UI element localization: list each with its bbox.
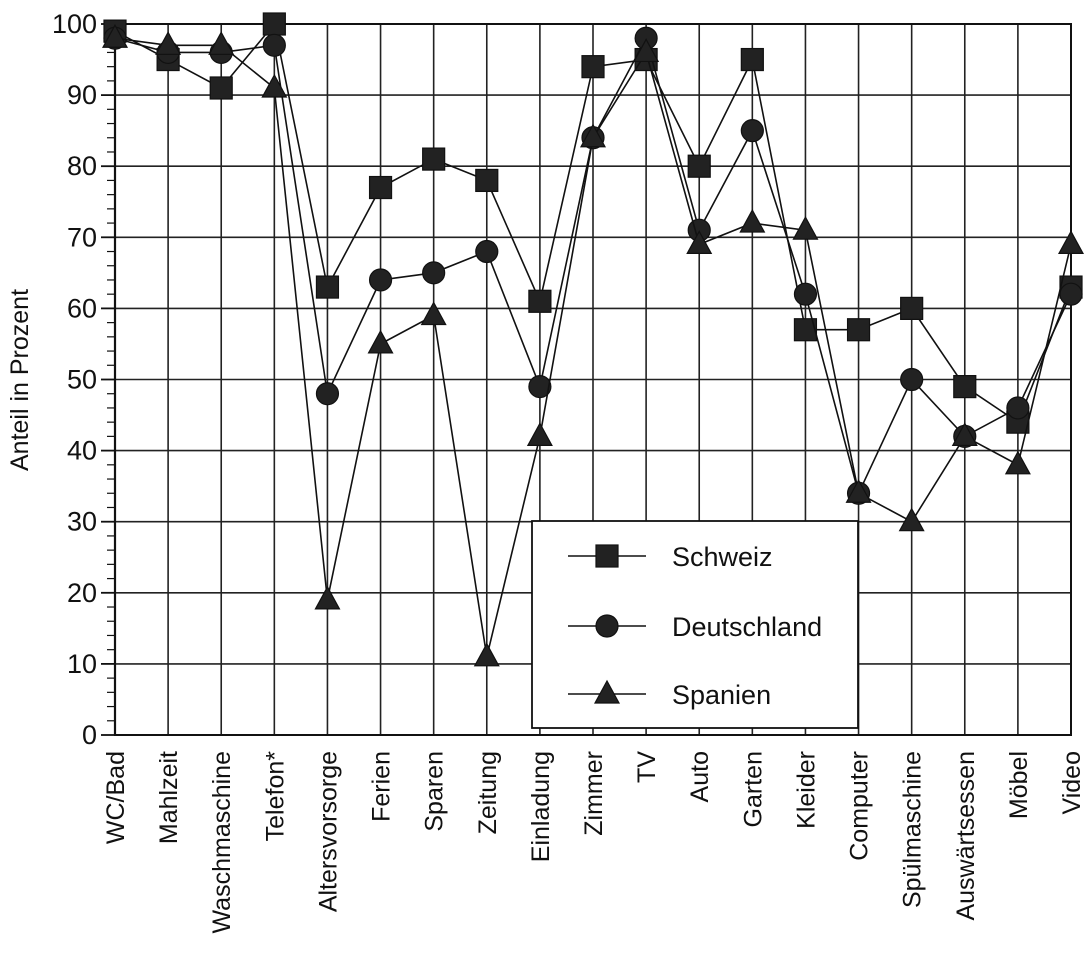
series <box>101 12 1085 667</box>
x-tick-label: Telefon* <box>261 751 289 842</box>
data-point-schweiz <box>368 175 393 200</box>
legend-label: Deutschland <box>672 612 822 642</box>
data-point-spanien <box>473 642 500 667</box>
y-tick-label: 20 <box>67 578 97 608</box>
y-tick-label: 0 <box>82 720 97 750</box>
x-tick-label: Auto <box>686 751 714 802</box>
y-tick-label: 10 <box>67 649 97 679</box>
legend-marker-circle <box>595 614 619 638</box>
y-tick-label: 40 <box>67 436 97 466</box>
x-tick-label: Garten <box>739 751 767 827</box>
x-tick-label: Altersvorsorge <box>314 751 342 912</box>
data-point-deutschland <box>793 282 818 306</box>
data-point-deutschland <box>475 239 499 264</box>
y-tick-label: 100 <box>52 9 97 39</box>
data-point-spanien <box>101 23 129 48</box>
x-tick-label: Computer <box>846 751 874 861</box>
data-point-schweiz <box>581 55 605 79</box>
data-point-schweiz <box>262 12 286 36</box>
data-point-spanien <box>261 73 288 98</box>
x-tick-label: Mahlzeit <box>155 751 183 844</box>
series-spanien <box>101 23 1085 667</box>
x-tick-label: WC/Bad <box>102 751 130 844</box>
legend-label: Spanien <box>672 680 771 710</box>
minor-ticks <box>101 23 117 736</box>
data-point-spanien <box>420 301 447 326</box>
legend-marker-triangle <box>593 679 621 704</box>
y-tick-label: 80 <box>67 151 97 181</box>
x-tick-label: Zimmer <box>580 751 608 836</box>
x-tick-label: Ferien <box>368 751 396 822</box>
data-point-spanien <box>579 123 607 148</box>
data-point-deutschland <box>528 375 552 399</box>
legend: Schweiz Deutschland Spanien <box>531 520 859 729</box>
data-point-spanien <box>526 422 553 446</box>
data-point-spanien <box>898 507 925 532</box>
x-tick-label: Spülmaschine <box>899 751 927 908</box>
data-point-schweiz <box>846 318 871 342</box>
legend-label: Schweiz <box>672 542 773 572</box>
x-tick-label: TV <box>633 751 661 783</box>
data-point-deutschland <box>315 382 340 406</box>
data-point-schweiz <box>687 154 711 178</box>
data-point-spanien <box>633 38 660 63</box>
y-tick-label: 60 <box>67 293 97 323</box>
data-point-deutschland <box>262 33 286 57</box>
y-tick-label: 90 <box>67 80 97 110</box>
data-point-spanien <box>686 230 713 255</box>
data-point-spanien <box>845 479 872 503</box>
data-point-schweiz <box>740 47 764 72</box>
x-axis-ticks: WC/Bad Mahlzeit Waschmaschine Telefon* Alter… <box>102 751 1086 934</box>
data-point-deutschland <box>1006 396 1030 420</box>
x-tick-label: Einladung <box>527 751 555 862</box>
legend-marker-square <box>595 544 619 568</box>
data-point-spanien <box>792 215 819 240</box>
data-point-schweiz <box>953 375 977 399</box>
x-tick-label: Zeitung <box>474 751 502 834</box>
data-point-deutschland <box>900 367 924 392</box>
x-tick-label: Kleider <box>792 751 820 829</box>
data-point-spanien <box>155 31 182 55</box>
data-point-schweiz <box>209 76 233 100</box>
data-point-spanien <box>314 585 341 610</box>
data-point-schweiz <box>475 168 499 193</box>
x-tick-label: Sparen <box>421 751 449 832</box>
data-point-spanien <box>208 31 235 55</box>
data-point-deutschland <box>1059 282 1083 306</box>
x-tick-label: Waschmaschine <box>208 751 236 933</box>
y-tick-label: 30 <box>67 507 97 537</box>
legend-item-schweiz: Schweiz <box>568 542 773 572</box>
x-tick-label: Möbel <box>1005 751 1033 819</box>
legend-item-deutschland: Deutschland <box>568 612 822 642</box>
data-point-spanien <box>367 329 394 354</box>
x-tick-label: Video <box>1058 751 1086 815</box>
y-axis-ticks: 0 10 20 30 40 50 60 70 80 90 100 <box>52 9 97 750</box>
y-axis-label: Anteil in Prozent <box>6 289 34 471</box>
data-point-deutschland <box>368 268 393 292</box>
data-point-schweiz <box>528 289 552 313</box>
data-point-spanien <box>1057 230 1085 255</box>
data-point-spanien <box>1004 450 1031 475</box>
legend-item-spanien: Spanien <box>568 679 771 710</box>
y-tick-label: 50 <box>67 365 97 395</box>
data-point-schweiz <box>315 275 340 299</box>
data-point-deutschland <box>422 261 446 285</box>
data-point-schweiz <box>422 147 446 171</box>
data-point-schweiz <box>793 318 818 342</box>
data-point-schweiz <box>900 296 924 320</box>
data-point-spanien <box>951 422 978 446</box>
y-tick-label: 70 <box>67 222 97 252</box>
x-tick-label: Auswärtsessen <box>952 751 980 921</box>
data-point-deutschland <box>740 119 764 143</box>
data-point-spanien <box>739 208 766 233</box>
